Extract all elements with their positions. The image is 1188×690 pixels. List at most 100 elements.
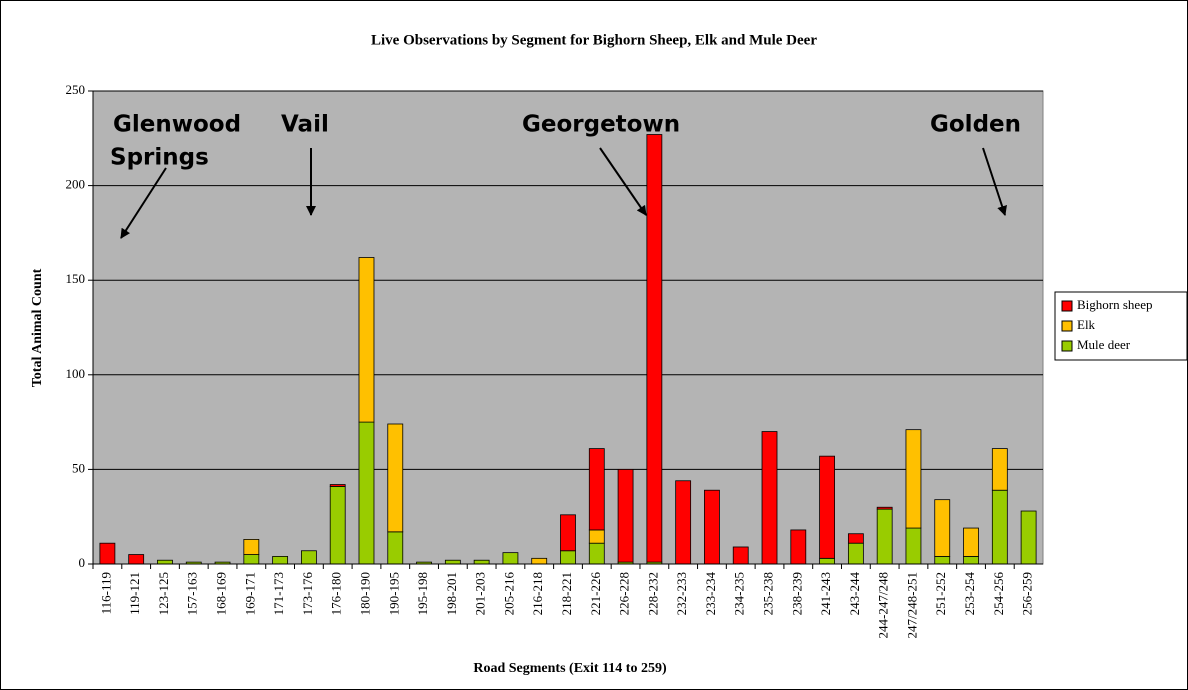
bar-segment	[934, 499, 951, 557]
bar-segment	[934, 556, 951, 565]
bar-segment	[444, 559, 461, 565]
legend-label: Mule deer	[1077, 337, 1131, 352]
bar-segment	[847, 533, 864, 544]
bar-segment	[301, 550, 317, 565]
x-tick-label: 233-234	[703, 572, 718, 616]
x-tick-label: 247/248-251	[904, 572, 919, 638]
bar-segment	[588, 529, 605, 544]
annotation: Golden	[930, 112, 1021, 138]
annotation: Springs	[110, 145, 209, 171]
y-tick-label: 100	[66, 366, 86, 381]
bar-segment	[847, 542, 864, 565]
bar-segment	[358, 421, 375, 565]
bar-segment	[732, 546, 749, 565]
x-tick-label: 243-244	[847, 572, 862, 616]
bar-segment	[243, 554, 260, 565]
bar-segment	[329, 484, 346, 487]
x-axis-label: Road Segments (Exit 114 to 259)	[473, 661, 667, 676]
bar-segment	[1020, 510, 1037, 565]
x-tick-label: 116-119	[98, 572, 113, 614]
bar-segment	[387, 531, 404, 565]
y-tick-label: 50	[72, 460, 85, 475]
bar-segment	[99, 542, 116, 565]
bar-segment	[157, 559, 173, 565]
x-tick-label: 253-254	[962, 572, 977, 616]
x-tick-label: 238-239	[789, 572, 804, 615]
bar-segment	[963, 527, 979, 557]
y-tick-label: 200	[66, 177, 86, 192]
y-tick-label: 250	[66, 82, 86, 97]
bar-segment	[876, 508, 893, 565]
x-tick-label: 123-125	[156, 572, 171, 615]
legend-label: Elk	[1077, 317, 1096, 332]
bar-segment	[243, 539, 260, 555]
bar-segment	[128, 554, 145, 565]
x-tick-label: 244-247/248	[876, 572, 891, 638]
bar-segment	[387, 423, 404, 533]
x-tick-label: 256-259	[1020, 572, 1035, 615]
bar-segment	[991, 448, 1008, 491]
x-tick-label: 251-252	[933, 572, 948, 615]
annotation: Vail	[281, 112, 329, 138]
arrows	[120, 147, 1007, 239]
bar-segment	[473, 559, 490, 565]
x-tick-label: 241-243	[818, 572, 833, 615]
annotation: Glenwood	[113, 112, 241, 138]
bar-segment	[905, 527, 922, 565]
bar-segment	[329, 486, 346, 565]
x-tick-label: 205-216	[501, 572, 516, 616]
bar-segment	[704, 489, 720, 565]
bar-segment	[761, 431, 778, 565]
bar-segment	[502, 552, 519, 565]
bar-segment	[560, 514, 576, 552]
x-tick-label: 226-228	[617, 572, 632, 615]
bar-segment	[617, 468, 634, 563]
y-axis-label: Total Animal Count	[30, 268, 45, 387]
y-tick-label: 150	[66, 271, 86, 286]
bar-segment	[531, 557, 548, 565]
legend	[1054, 291, 1188, 361]
chart-title: Live Observations by Segment for Bighorn…	[371, 32, 817, 48]
bar-segment	[991, 489, 1008, 565]
x-tick-label: 180-190	[357, 572, 372, 615]
bar-segment	[560, 550, 576, 565]
legend-swatch	[1061, 320, 1073, 332]
bar-segment	[272, 556, 289, 565]
x-tick-label: 195-198	[415, 572, 430, 615]
bar-segment	[646, 134, 663, 563]
plot-area	[92, 90, 1044, 565]
bar-segment	[588, 448, 605, 531]
bar-segment	[790, 529, 807, 565]
x-tick-label: 216-218	[530, 572, 545, 615]
x-tick-label: 190-195	[386, 572, 401, 615]
bar-segment	[905, 429, 922, 529]
x-tick-label: 254-256	[991, 572, 1006, 616]
x-tick-label: 169-171	[242, 572, 257, 615]
x-tick-label: 235-238	[760, 572, 775, 615]
annotation: Georgetown	[522, 112, 680, 138]
bar-segment	[819, 455, 835, 559]
x-tick-label: 176-180	[329, 572, 344, 615]
x-tick-label: 157-163	[185, 572, 200, 615]
x-tick-label: 228-232	[645, 572, 660, 615]
bar-segment	[876, 506, 893, 510]
bar-segment	[963, 556, 979, 565]
bar-segment	[588, 542, 605, 565]
bar-segment	[675, 480, 692, 565]
x-tick-label: 171-173	[271, 572, 286, 615]
bar-segment	[358, 257, 375, 423]
x-tick-label: 232-233	[674, 572, 689, 615]
x-tick-label: 234-235	[732, 572, 747, 615]
legend-swatch	[1061, 340, 1073, 352]
x-tick-label: 198-201	[444, 572, 459, 615]
x-tick-label: 173-176	[300, 572, 315, 616]
x-tick-label: 221-226	[588, 572, 603, 616]
x-tick-label: 218-221	[559, 572, 574, 615]
x-tick-label: 168-169	[214, 572, 229, 615]
legend-swatch	[1061, 300, 1073, 312]
y-tick-label: 0	[79, 555, 86, 570]
legend-label: Bighorn sheep	[1077, 297, 1152, 312]
x-tick-label: 201-203	[473, 572, 488, 615]
x-tick-label: 119-121	[127, 572, 142, 615]
